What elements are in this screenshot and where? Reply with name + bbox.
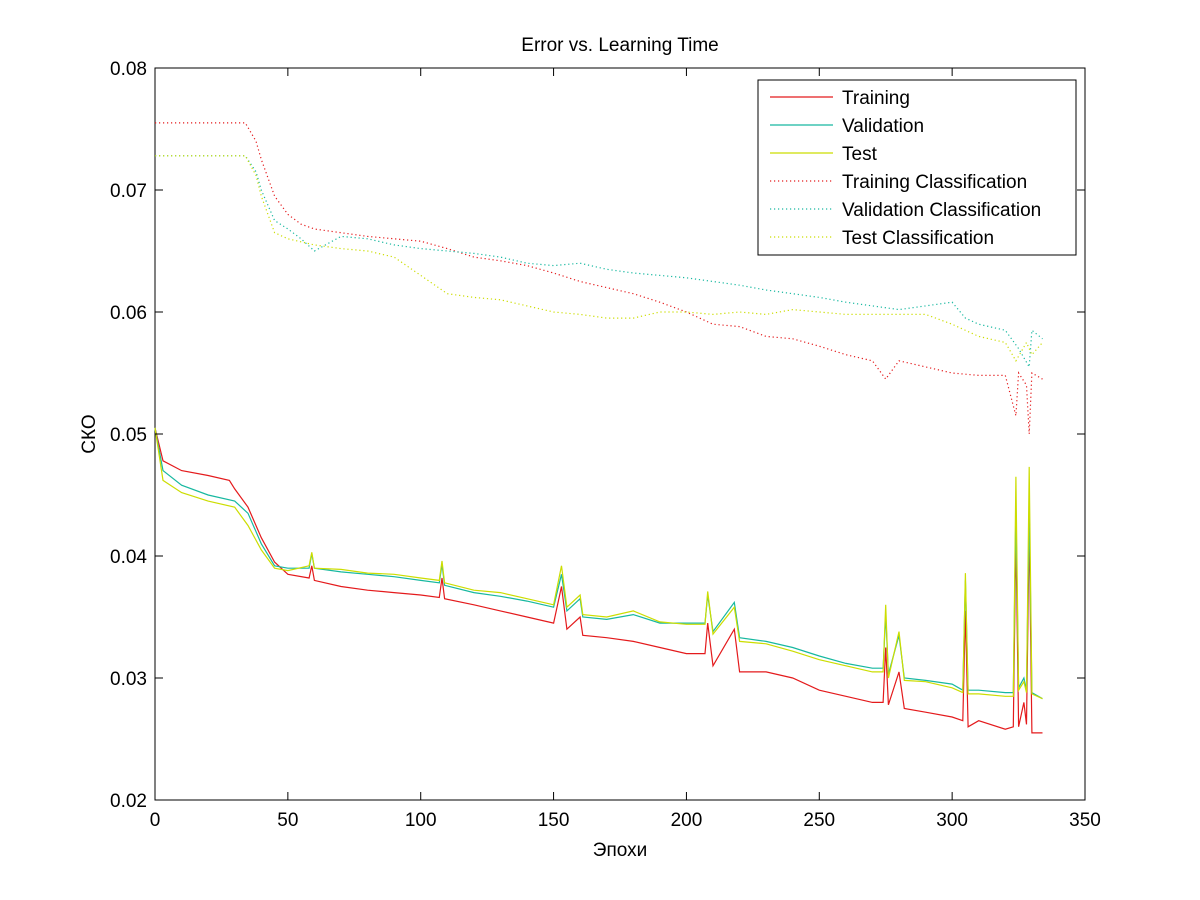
y-tick-label: 0.08 (110, 59, 147, 80)
y-tick-label: 0.05 (110, 425, 147, 446)
y-tick-label: 0.07 (110, 181, 147, 202)
x-tick-label: 200 (671, 810, 703, 831)
y-tick-label: 0.02 (110, 791, 147, 812)
series-line-5 (155, 155, 1043, 369)
legend-label-5: Validation Classification (842, 200, 1041, 221)
legend-label-1: Training (842, 88, 910, 109)
x-axis-label: Эпохи (593, 840, 647, 861)
series-line-3 (154, 427, 1043, 700)
y-tick-label: 0.03 (110, 669, 147, 690)
series-layer (154, 122, 1043, 734)
x-tick-label: 300 (936, 810, 968, 831)
legend-label-2: Validation (842, 116, 924, 137)
x-tick-label: 250 (803, 810, 835, 831)
x-tick-label: 150 (538, 810, 570, 831)
x-tick-label: 50 (277, 810, 298, 831)
ticks-layer: 0 50 100 150 200 250 300 350 0.02 0.03 0.04 0.05 0.0… (110, 59, 1101, 831)
chart-title: Error vs. Learning Time (521, 35, 718, 56)
y-tick-label: 0.06 (110, 303, 147, 324)
series-line-4 (155, 122, 1043, 435)
legend-label-4: Training Classification (842, 172, 1027, 193)
y-tick-label: 0.04 (110, 547, 147, 568)
legend-label-6: Test Classification (842, 228, 994, 249)
legend-box (757, 79, 1077, 256)
series-line-6 (155, 155, 1043, 362)
x-tick-label: 0 (150, 810, 161, 831)
series-line-1 (154, 427, 1043, 734)
x-tick-label: 100 (405, 810, 437, 831)
y-axis-label: СКО (79, 414, 100, 453)
legend: Training Validation Test Training Classific… (757, 79, 1077, 256)
legend-label-3: Test (842, 144, 878, 165)
x-tick-label: 350 (1069, 810, 1101, 831)
